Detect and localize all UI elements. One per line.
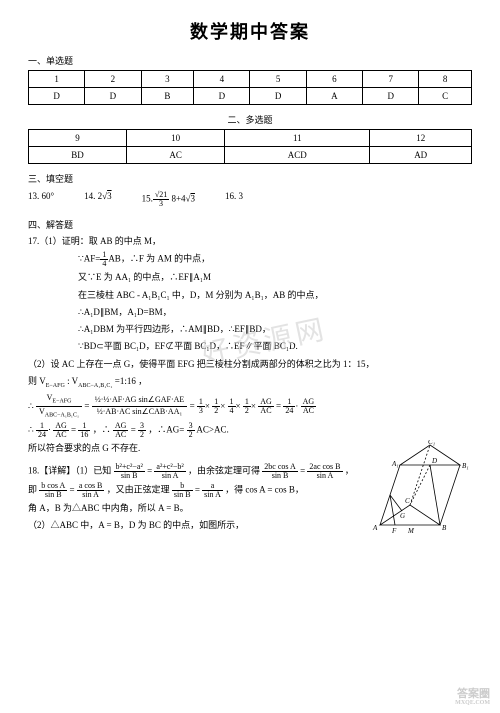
section-multi-label: 二、多选题 (28, 113, 472, 126)
cell: 10 (127, 130, 225, 147)
cell: 4 (194, 71, 250, 88)
q17-line: ∵BD⊂平面 BC₁D，EF⊄平面 BC₁D，∴EF∥平面 BC₁D. (28, 339, 472, 354)
cell: B (141, 88, 194, 105)
blank-14: 14. 2√3 (84, 191, 111, 208)
table-row: 9 10 11 12 (29, 130, 472, 147)
q17-line: 又∵E 为 AA₁ 的中点，∴EF∥A₁M (28, 270, 472, 285)
cell: A (306, 88, 362, 105)
q17-line: 则 VE−AFG : VABC−A₁B₁C₁ =1:16 ， (28, 374, 472, 391)
cell: D (29, 88, 85, 105)
cell: D (250, 88, 306, 105)
cell: AD (370, 147, 472, 164)
table-row: 1 2 3 4 5 6 7 8 (29, 71, 472, 88)
cell: ACD (225, 147, 370, 164)
geom-label-d: D (431, 457, 437, 465)
watermark-corner: 答案圈 MXQE.COM (455, 688, 490, 707)
section-single-label: 一、单选题 (28, 54, 472, 67)
geom-label-a1: A₁ (391, 460, 399, 468)
geom-label-f: F (391, 527, 397, 535)
q17-line: ∴A₁DBM 为平行四边形，∴AM∥BD，∴EF∥BD， (28, 322, 472, 337)
section-blank-label: 三、填空题 (28, 172, 472, 185)
section-free-label: 四、解答题 (28, 218, 472, 231)
geom-label-b1: B₁ (462, 462, 469, 470)
cell: 9 (29, 130, 127, 147)
q17-line: 17.（1）证明：取 AB 的中点 M， (28, 234, 472, 249)
blank-13: 13. 60° (28, 191, 54, 208)
geom-label-c: C (405, 497, 410, 505)
page-title: 数学期中答案 (28, 18, 472, 44)
geom-label-c1: C₁ (428, 440, 435, 446)
q17-line: 在三棱柱 ABC - A₁B₁C₁ 中，D，M 分别为 A₁B₁，AB 的中点， (28, 288, 472, 303)
cell: BD (29, 147, 127, 164)
cell: 3 (141, 71, 194, 88)
cell: AC (127, 147, 225, 164)
q17-line: ∵AF=14AB，∴F 为 AM 的中点， (28, 251, 472, 268)
multi-choice-table: 9 10 11 12 BD AC ACD AD (28, 129, 472, 164)
q17-line: ∴A₁D∥BM，A₁D=BM， (28, 305, 472, 320)
cell: 7 (363, 71, 419, 88)
cell: D (363, 88, 419, 105)
q17-ratio-line: ∴ VE−AFG VABC−A₁B₁C₁ = ½·½·AF·AG sin∠GAF… (28, 393, 472, 420)
cell: D (194, 88, 250, 105)
blank-15: 15.√213 8+4√3 (142, 191, 195, 208)
table-row: BD AC ACD AD (29, 147, 472, 164)
blank-16: 16. 3 (225, 191, 243, 208)
geom-label-m: M (407, 527, 415, 535)
table-row: D D B D D A D C (29, 88, 472, 105)
geom-label-b: B (442, 524, 447, 532)
cell: 12 (370, 130, 472, 147)
question-17: 17.（1）证明：取 AB 的中点 M， ∵AF=14AB，∴F 为 AM 的中… (28, 234, 472, 457)
cell: 11 (225, 130, 370, 147)
cell: 8 (419, 71, 472, 88)
cell: 2 (85, 71, 141, 88)
q17-line: （2）设 AC 上存在一点 G，使得平面 EFG 把三棱柱分割成两部分的体积之比… (28, 357, 472, 372)
cell: 5 (250, 71, 306, 88)
single-choice-table: 1 2 3 4 5 6 7 8 D D B D D A D C (28, 70, 472, 105)
cell: 6 (306, 71, 362, 88)
geom-label-g: G (400, 512, 405, 520)
blank-answers: 13. 60° 14. 2√3 15.√213 8+4√3 16. 3 (28, 191, 472, 208)
prism-diagram: A B C A₁ B₁ C₁ D F M G (370, 440, 470, 545)
geom-label-a: A (372, 524, 378, 532)
q17-conclusion: ∴ 124· AGAC = 116 ，∴ AGAC = 32 ，∴AG= 32 … (28, 422, 472, 439)
cell: D (85, 88, 141, 105)
cell: 1 (29, 71, 85, 88)
cell: C (419, 88, 472, 105)
